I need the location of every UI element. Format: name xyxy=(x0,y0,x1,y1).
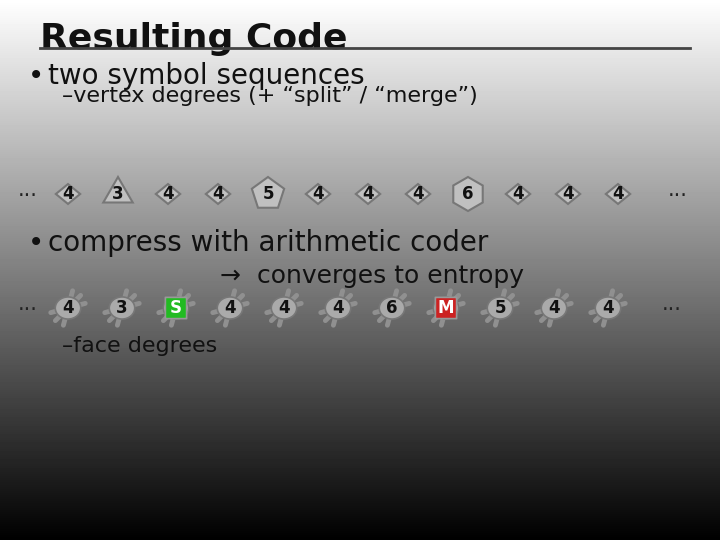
Text: 4: 4 xyxy=(412,185,424,203)
Polygon shape xyxy=(56,184,80,204)
Text: •: • xyxy=(28,229,44,257)
Text: 6: 6 xyxy=(462,185,474,203)
Text: 3: 3 xyxy=(116,299,128,317)
Text: ...: ... xyxy=(18,294,38,314)
Polygon shape xyxy=(103,177,132,202)
Text: 4: 4 xyxy=(332,299,344,317)
Polygon shape xyxy=(506,184,530,204)
Text: 4: 4 xyxy=(312,185,324,203)
Text: 5: 5 xyxy=(494,299,505,317)
Text: –vertex degrees (+ “split” / “merge”): –vertex degrees (+ “split” / “merge”) xyxy=(62,86,478,106)
Text: 6: 6 xyxy=(386,299,397,317)
FancyBboxPatch shape xyxy=(166,298,186,319)
Text: ...: ... xyxy=(668,180,688,200)
FancyBboxPatch shape xyxy=(436,298,456,319)
Polygon shape xyxy=(206,184,230,204)
Text: Resulting Code: Resulting Code xyxy=(40,22,348,56)
Text: 4: 4 xyxy=(602,299,614,317)
Ellipse shape xyxy=(541,297,567,319)
Text: S: S xyxy=(170,299,182,317)
Polygon shape xyxy=(252,177,284,208)
Polygon shape xyxy=(306,184,330,204)
Ellipse shape xyxy=(217,297,243,319)
Text: 4: 4 xyxy=(62,299,74,317)
Ellipse shape xyxy=(595,297,621,319)
Text: compress with arithmetic coder: compress with arithmetic coder xyxy=(48,229,488,257)
Polygon shape xyxy=(356,184,380,204)
Ellipse shape xyxy=(109,297,135,319)
Ellipse shape xyxy=(487,297,513,319)
Ellipse shape xyxy=(271,297,297,319)
Polygon shape xyxy=(406,184,430,204)
Text: 3: 3 xyxy=(112,185,124,203)
Ellipse shape xyxy=(433,297,459,319)
Text: •: • xyxy=(28,62,44,90)
Polygon shape xyxy=(156,184,180,204)
Text: 4: 4 xyxy=(162,185,174,203)
Ellipse shape xyxy=(325,297,351,319)
Text: ...: ... xyxy=(18,180,38,200)
Ellipse shape xyxy=(163,297,189,319)
Polygon shape xyxy=(454,177,482,211)
Text: 4: 4 xyxy=(278,299,290,317)
Ellipse shape xyxy=(55,297,81,319)
Text: 4: 4 xyxy=(224,299,236,317)
Ellipse shape xyxy=(379,297,405,319)
Text: 4: 4 xyxy=(212,185,224,203)
Text: –face degrees: –face degrees xyxy=(62,336,217,356)
Text: M: M xyxy=(438,299,454,317)
Text: →  converges to entropy: → converges to entropy xyxy=(220,264,524,288)
Text: 4: 4 xyxy=(62,185,74,203)
Text: 4: 4 xyxy=(562,185,574,203)
Text: 4: 4 xyxy=(512,185,524,203)
Text: 4: 4 xyxy=(548,299,560,317)
Text: 4: 4 xyxy=(612,185,624,203)
Text: two symbol sequences: two symbol sequences xyxy=(48,62,364,90)
Polygon shape xyxy=(606,184,630,204)
Polygon shape xyxy=(556,184,580,204)
Text: 4: 4 xyxy=(362,185,374,203)
Text: ...: ... xyxy=(662,294,682,314)
Text: 5: 5 xyxy=(262,185,274,203)
